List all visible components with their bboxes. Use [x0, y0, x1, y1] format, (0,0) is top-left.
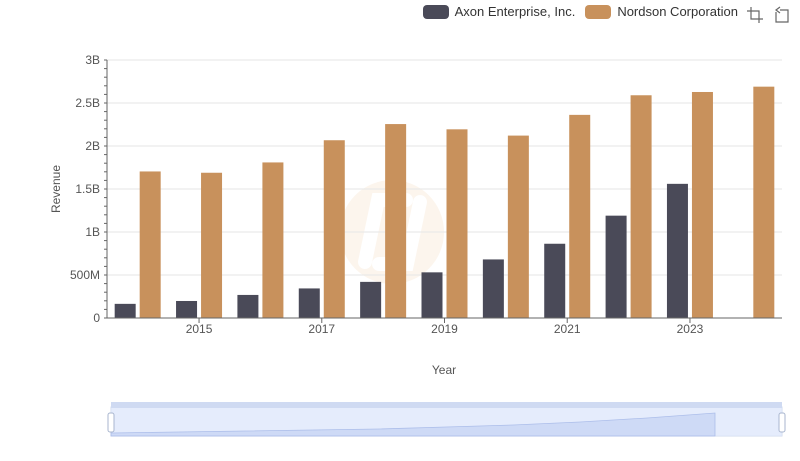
- bar-axon-2014[interactable]: [114, 303, 136, 318]
- data-zoom-slider[interactable]: [107, 402, 786, 437]
- legend-item-axon[interactable]: Axon Enterprise, Inc.: [422, 4, 576, 19]
- bar-nordson-2023[interactable]: [691, 91, 713, 318]
- bar-axon-2017[interactable]: [298, 288, 320, 318]
- bar-nordson-2020[interactable]: [507, 135, 529, 318]
- bar-axon-2022[interactable]: [605, 215, 627, 318]
- bar-nordson-2016[interactable]: [262, 162, 284, 318]
- bar-axon-2023[interactable]: [666, 183, 688, 318]
- legend-item-nordson[interactable]: Nordson Corporation: [585, 4, 738, 19]
- y-tick-label: 2B: [85, 139, 100, 153]
- y-tick-label: 3B: [85, 53, 100, 67]
- y-axis-label: Revenue: [49, 165, 63, 213]
- data-zoom-preview-area: [110, 412, 716, 437]
- bar-nordson-2014[interactable]: [139, 171, 161, 318]
- data-zoom-right-handle[interactable]: [778, 412, 786, 433]
- bar-nordson-2018[interactable]: [385, 124, 407, 318]
- bar-nordson-2022[interactable]: [630, 95, 652, 318]
- zoom-icon[interactable]: [746, 6, 764, 24]
- bar-nordson-2024[interactable]: [753, 86, 775, 318]
- legend-swatch-nordson: [585, 4, 612, 19]
- x-tick-label: 2015: [186, 322, 213, 336]
- bar-nordson-2017[interactable]: [323, 140, 345, 318]
- axes: 0 500M 1B 1.5B 2B 2.5B 3B 2015 2017 2019 2021 2023: [70, 53, 782, 336]
- y-tick-label: 2.5B: [75, 96, 100, 110]
- x-tick-label: 2019: [431, 322, 458, 336]
- bars: [114, 86, 775, 318]
- bar-nordson-2019[interactable]: [446, 129, 468, 318]
- bar-axon-2018[interactable]: [360, 281, 382, 318]
- data-zoom-top-bar[interactable]: [111, 402, 782, 408]
- bar-axon-2019[interactable]: [421, 272, 443, 318]
- chart-legend: Axon Enterprise, Inc. Nordson Corporatio…: [422, 4, 738, 19]
- bar-axon-2021[interactable]: [544, 243, 566, 318]
- legend-swatch-axon: [422, 4, 449, 19]
- data-zoom-left-handle[interactable]: [107, 412, 115, 433]
- x-tick-label: 2017: [308, 322, 335, 336]
- chart-toolbox: [746, 6, 790, 24]
- y-tick-label: 1.5B: [75, 182, 100, 196]
- bar-axon-2016[interactable]: [237, 294, 259, 318]
- y-tick-label: 500M: [70, 268, 100, 282]
- legend-label-nordson: Nordson Corporation: [617, 4, 738, 19]
- bar-nordson-2021[interactable]: [569, 114, 591, 318]
- x-tick-label: 2021: [554, 322, 581, 336]
- bar-axon-2020[interactable]: [482, 259, 504, 318]
- restore-icon[interactable]: [772, 6, 790, 24]
- bar-axon-2015[interactable]: [176, 300, 198, 318]
- bar-nordson-2015[interactable]: [201, 172, 223, 318]
- legend-label-axon: Axon Enterprise, Inc.: [454, 4, 576, 19]
- x-tick-label: 2023: [677, 322, 704, 336]
- y-tick-label: 1B: [85, 225, 100, 239]
- y-tick-label: 0: [93, 311, 100, 325]
- x-axis-label: Year: [432, 363, 456, 377]
